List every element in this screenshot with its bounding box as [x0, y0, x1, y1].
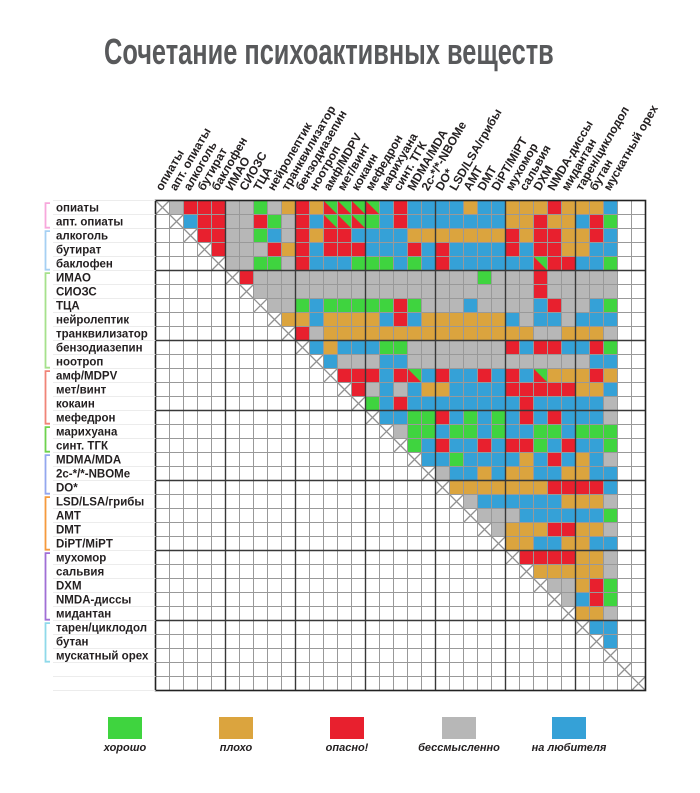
svg-text:MDMA/MDA: MDMA/MDA: [56, 454, 121, 466]
svg-text:кокаин: кокаин: [56, 398, 95, 410]
svg-text:нейролептик: нейролептик: [56, 314, 129, 326]
svg-text:синт. ТГК: синт. ТГК: [56, 440, 109, 452]
svg-text:алкоголь: алкоголь: [56, 230, 108, 242]
svg-text:DMT: DMT: [56, 524, 81, 536]
svg-text:бутират: бутират: [56, 244, 102, 256]
svg-text:бутан: бутан: [56, 636, 89, 648]
svg-text:на любителя: на любителя: [532, 742, 607, 754]
svg-text:DiPT/MiPT: DiPT/MiPT: [56, 538, 113, 550]
svg-text:опасно!: опасно!: [326, 742, 369, 754]
svg-text:мускатный орех: мускатный орех: [56, 650, 149, 662]
svg-text:опиаты: опиаты: [56, 202, 99, 214]
svg-text:СИОЗС: СИОЗС: [56, 286, 97, 298]
svg-text:мухомор: мухомор: [56, 552, 106, 564]
svg-text:мет/винт: мет/винт: [56, 384, 107, 396]
svg-text:бессмысленно: бессмысленно: [418, 742, 500, 754]
svg-text:AMT: AMT: [56, 510, 81, 522]
svg-text:сальвия: сальвия: [56, 566, 104, 578]
svg-text:тарен/циклодол: тарен/циклодол: [56, 622, 147, 634]
svg-text:DXM: DXM: [56, 580, 82, 592]
svg-text:марихуана: марихуана: [56, 426, 118, 438]
svg-text:хорошо: хорошо: [103, 742, 147, 754]
svg-text:апт. опиаты: апт. опиаты: [56, 216, 123, 228]
svg-text:LSD/LSA/грибы: LSD/LSA/грибы: [56, 496, 144, 508]
svg-text:NMDA-диссы: NMDA-диссы: [56, 594, 131, 606]
svg-text:амф/MDPV: амф/MDPV: [56, 370, 118, 382]
svg-text:мефедрон: мефедрон: [56, 412, 116, 424]
svg-text:ноотроп: ноотроп: [56, 356, 103, 368]
svg-text:2c-*/*-NBOMe: 2c-*/*-NBOMe: [56, 468, 130, 480]
svg-text:мидантан: мидантан: [56, 608, 111, 620]
svg-text:плохо: плохо: [220, 742, 253, 754]
svg-text:ТЦА: ТЦА: [56, 300, 80, 312]
svg-text:ИМАО: ИМАО: [56, 272, 91, 284]
svg-text:DO*: DO*: [56, 482, 78, 494]
svg-text:баклофен: баклофен: [56, 258, 113, 270]
svg-text:бензодиазепин: бензодиазепин: [56, 342, 143, 354]
svg-text:транквилизатор: транквилизатор: [56, 328, 148, 340]
